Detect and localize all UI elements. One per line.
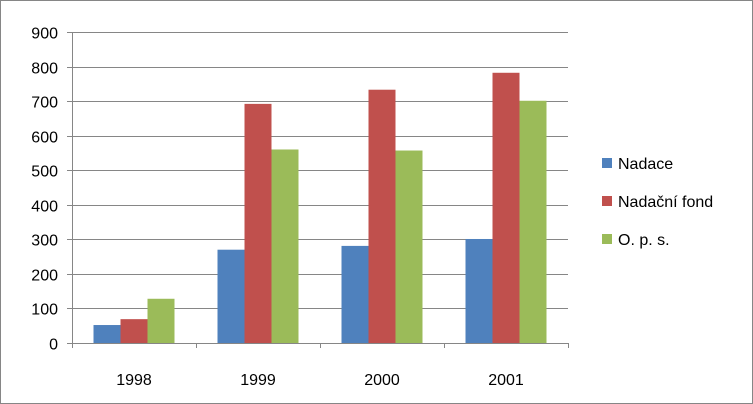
x-tick-label: 2001 (488, 372, 524, 389)
x-tick-label: 1998 (116, 372, 152, 389)
x-tick-label: 2000 (364, 372, 400, 389)
y-tick-label: 700 (31, 95, 58, 112)
bar-nada-n-fond-2000 (368, 89, 396, 343)
x-tick-label: 1999 (240, 372, 276, 389)
y-tick-label: 300 (31, 233, 58, 250)
bars (93, 72, 547, 344)
legend-label: Nadační fond (618, 194, 713, 211)
bar-o-p-s--1999 (271, 149, 299, 343)
legend-label: O. p. s. (618, 232, 670, 249)
bar-o-p-s--2000 (395, 150, 423, 343)
bar-nadace-2001 (465, 238, 493, 343)
y-tick-label: 600 (31, 130, 58, 147)
y-tick-label: 100 (31, 302, 58, 319)
bar-nadace-2000 (341, 245, 369, 343)
bar-o-p-s--2001 (519, 100, 547, 343)
bar-nada-n-fond-1998 (120, 319, 148, 343)
bar-nada-n-fond-1999 (244, 103, 272, 344)
bar-nadace-1999 (217, 249, 245, 343)
y-tick-label: 200 (31, 268, 58, 285)
y-tick-label: 500 (31, 164, 58, 181)
y-tick-label: 0 (49, 337, 58, 354)
legend: Nadace Nadační fond O. p. s. (602, 156, 713, 249)
y-tick-label: 800 (31, 61, 58, 78)
x-tick-labels: 1998 1999 2000 2001 (116, 372, 524, 389)
legend-swatch (602, 196, 612, 206)
y-tick-label: 900 (31, 26, 58, 43)
bar-o-p-s--1998 (147, 298, 175, 343)
legend-swatch (602, 234, 612, 244)
bar-nadace-1998 (93, 325, 121, 343)
legend-label: Nadace (618, 156, 673, 173)
bar-nada-n-fond-2001 (492, 72, 520, 343)
legend-swatch (602, 158, 612, 168)
y-tick-labels: 0 100 200 300 400 500 600 700 800 900 (31, 26, 58, 354)
y-tick-label: 400 (31, 199, 58, 216)
axes (67, 32, 569, 348)
